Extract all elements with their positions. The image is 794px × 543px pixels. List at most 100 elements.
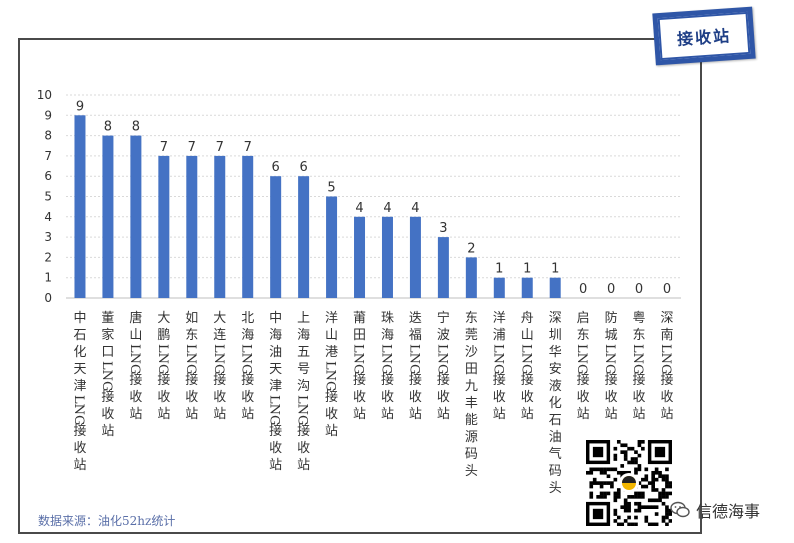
data-label: 8 bbox=[132, 120, 140, 135]
y-tick-label: 9 bbox=[44, 108, 52, 122]
svg-text:LNG: LNG bbox=[406, 344, 421, 374]
svg-text:防: 防 bbox=[605, 310, 618, 326]
svg-text:接: 接 bbox=[297, 423, 310, 439]
svg-text:港: 港 bbox=[325, 345, 338, 360]
bar bbox=[214, 155, 226, 298]
svg-text:LNG: LNG bbox=[99, 361, 114, 391]
svg-text:大: 大 bbox=[157, 311, 170, 326]
bar bbox=[437, 237, 449, 298]
data-label: 8 bbox=[104, 120, 112, 135]
svg-text:站: 站 bbox=[101, 424, 114, 439]
data-label: 5 bbox=[327, 181, 335, 196]
svg-text:珠: 珠 bbox=[381, 311, 394, 326]
svg-text:洋: 洋 bbox=[493, 311, 506, 326]
qr-code-icon[interactable] bbox=[586, 440, 672, 526]
svg-text:东: 东 bbox=[185, 328, 198, 343]
data-label: 3 bbox=[439, 221, 447, 236]
svg-text:LNG: LNG bbox=[155, 344, 170, 374]
svg-text:站: 站 bbox=[493, 407, 506, 422]
svg-text:接: 接 bbox=[521, 372, 534, 388]
svg-text:五: 五 bbox=[297, 345, 310, 360]
svg-text:LNG: LNG bbox=[490, 344, 505, 374]
svg-text:站: 站 bbox=[521, 407, 534, 422]
svg-text:东: 东 bbox=[577, 328, 590, 343]
svg-text:海: 海 bbox=[381, 328, 394, 343]
svg-text:收: 收 bbox=[493, 390, 506, 405]
svg-text:田: 田 bbox=[353, 328, 366, 343]
data-label: 0 bbox=[579, 282, 587, 297]
svg-text:莆: 莆 bbox=[353, 311, 366, 326]
svg-text:LNG: LNG bbox=[323, 361, 338, 391]
svg-text:站: 站 bbox=[605, 407, 618, 422]
bar bbox=[158, 155, 170, 298]
svg-text:接: 接 bbox=[325, 389, 338, 405]
svg-text:油: 油 bbox=[549, 430, 562, 445]
svg-text:口: 口 bbox=[101, 345, 114, 360]
svg-text:洋: 洋 bbox=[325, 311, 338, 326]
svg-text:鹏: 鹏 bbox=[157, 328, 170, 343]
bar bbox=[381, 216, 393, 298]
y-tick-label: 2 bbox=[44, 250, 52, 264]
svg-text:头: 头 bbox=[549, 481, 562, 496]
data-label: 1 bbox=[495, 262, 503, 277]
data-label: 1 bbox=[523, 262, 531, 277]
brand-watermark: 信德海事 bbox=[670, 498, 760, 522]
data-label: 2 bbox=[467, 241, 475, 256]
svg-text:粤: 粤 bbox=[633, 310, 646, 326]
svg-text:LNG: LNG bbox=[658, 344, 673, 374]
svg-text:源: 源 bbox=[465, 430, 478, 445]
svg-text:LNG: LNG bbox=[602, 344, 617, 374]
svg-text:大: 大 bbox=[213, 311, 226, 326]
svg-text:站: 站 bbox=[353, 407, 366, 422]
svg-text:接: 接 bbox=[605, 372, 618, 388]
svg-text:收: 收 bbox=[577, 390, 590, 405]
svg-text:接: 接 bbox=[493, 372, 506, 388]
svg-text:田: 田 bbox=[465, 362, 478, 377]
stamp-badge: 接收站 bbox=[652, 6, 756, 66]
svg-text:LNG: LNG bbox=[351, 344, 366, 374]
y-tick-label: 7 bbox=[44, 149, 52, 163]
svg-text:莞: 莞 bbox=[465, 328, 478, 343]
svg-text:站: 站 bbox=[185, 407, 198, 422]
svg-text:石: 石 bbox=[73, 328, 86, 343]
svg-text:站: 站 bbox=[381, 407, 394, 422]
svg-text:站: 站 bbox=[129, 407, 142, 422]
bar bbox=[549, 277, 561, 298]
svg-text:收: 收 bbox=[521, 390, 534, 405]
bar bbox=[74, 115, 86, 298]
svg-text:山: 山 bbox=[325, 328, 338, 343]
svg-text:北: 北 bbox=[241, 311, 254, 326]
svg-text:站: 站 bbox=[157, 407, 170, 422]
svg-text:舟: 舟 bbox=[521, 311, 534, 326]
svg-text:收: 收 bbox=[353, 390, 366, 405]
svg-text:如: 如 bbox=[185, 310, 198, 326]
svg-text:家: 家 bbox=[101, 327, 114, 343]
svg-text:收: 收 bbox=[213, 390, 226, 405]
svg-text:浦: 浦 bbox=[493, 328, 506, 343]
svg-text:山: 山 bbox=[521, 328, 534, 343]
svg-text:唐: 唐 bbox=[129, 310, 142, 326]
y-tick-label: 10 bbox=[37, 88, 52, 102]
svg-text:能: 能 bbox=[465, 413, 478, 428]
svg-text:接: 接 bbox=[437, 372, 450, 388]
svg-text:收: 收 bbox=[157, 390, 170, 405]
svg-text:海: 海 bbox=[269, 328, 282, 343]
svg-text:收: 收 bbox=[605, 390, 618, 405]
data-label: 7 bbox=[160, 140, 168, 155]
data-label: 4 bbox=[355, 201, 363, 216]
svg-text:海: 海 bbox=[241, 328, 254, 343]
svg-text:LNG: LNG bbox=[378, 344, 393, 374]
svg-text:宁: 宁 bbox=[437, 310, 450, 326]
svg-text:深: 深 bbox=[661, 311, 674, 326]
bar bbox=[298, 176, 310, 298]
svg-text:LNG: LNG bbox=[574, 344, 589, 374]
bar bbox=[354, 216, 366, 298]
bar bbox=[242, 155, 254, 298]
svg-text:津: 津 bbox=[73, 379, 86, 394]
